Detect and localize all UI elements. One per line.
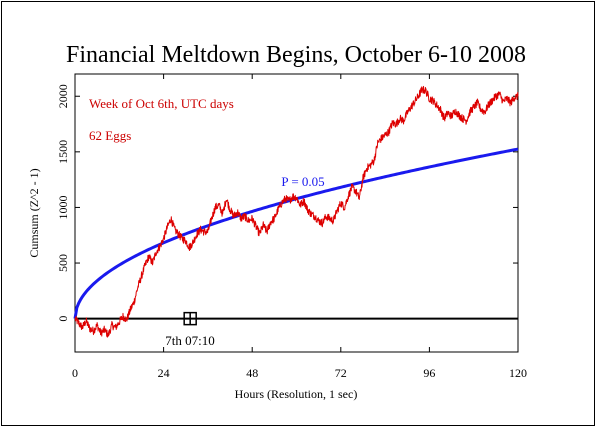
x-tick-label: 0 [72, 366, 78, 380]
y-tick-label: 2000 [56, 84, 70, 108]
x-tick-label: 120 [509, 366, 527, 380]
y-tick-label: 1000 [56, 195, 70, 219]
y-axis-label: Cumsum (Z^2 - 1) [27, 168, 41, 257]
x-tick-label: 72 [335, 366, 347, 380]
annotation-week: Week of Oct 6th, UTC days [89, 96, 234, 111]
plot-area [74, 73, 519, 353]
x-tick-label: 96 [423, 366, 435, 380]
annotation-eggs: 62 Eggs [89, 128, 131, 143]
x-tick-label: 24 [158, 366, 170, 380]
p-value-label: P = 0.05 [281, 174, 324, 189]
y-tick-label: 0 [56, 316, 70, 322]
event-label: 7th 07:10 [165, 333, 214, 348]
y-tick-label: 500 [56, 254, 70, 272]
series-line [74, 85, 519, 338]
x-tick-label: 48 [246, 366, 258, 380]
y-axis: 0 500 1000 1500 2000 [56, 84, 518, 322]
x-axis: 0 24 48 72 96 120 [72, 74, 527, 380]
x-axis-label: Hours (Resolution, 1 sec) [235, 387, 358, 401]
y-tick-label: 1500 [56, 140, 70, 164]
event-marker [183, 311, 197, 326]
chart-title: Financial Meltdown Begins, October 6-10 … [66, 42, 526, 68]
